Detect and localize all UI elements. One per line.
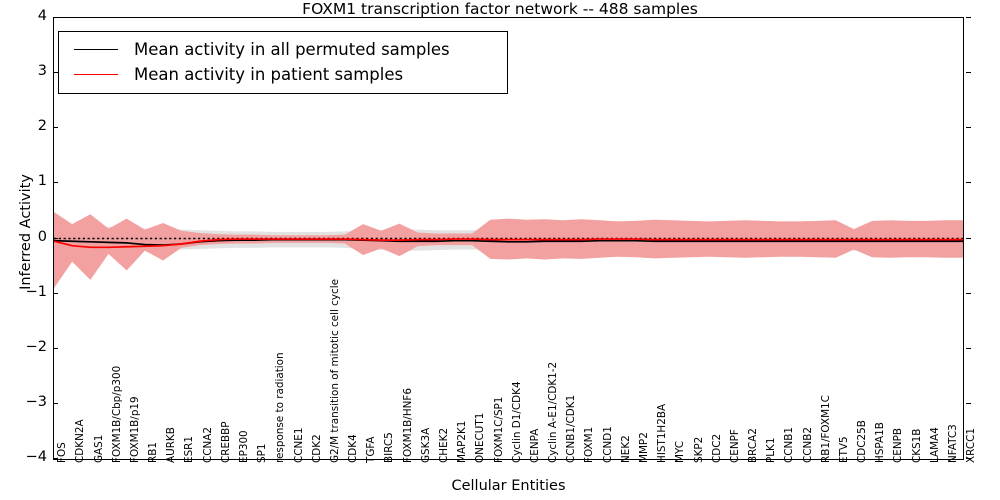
x-tick-label: CENPF [728,429,741,463]
legend-entry-permuted: Mean activity in all permuted samples [70,37,496,62]
y-tick-mark [53,127,58,129]
y-tick-mark [966,458,971,459]
x-tick-label: CKS1B [910,428,923,463]
x-tick-label: RB1/FOXM1C [819,395,832,463]
chart-legend: Mean activity in all permuted samples Me… [58,31,508,94]
x-tick-label: G2/M transition of mitotic cell cycle [328,278,341,463]
y-tick-label: 3 [37,63,47,80]
x-tick-label: MYC [674,441,687,463]
x-tick-label: CCNB2 [801,426,814,463]
x-tick-label: CCNA2 [201,426,214,463]
x-tick-label: Cyclin D1/CDK4 [510,381,523,463]
y-tick-mark [966,182,971,184]
plot-area [53,17,964,460]
x-tick-label: BIRC5 [383,432,396,463]
x-tick-label: NEK2 [619,435,632,463]
x-tick-label: MMP2 [637,432,650,463]
y-tick-mark [53,72,58,74]
x-tick-label: AURKB [165,427,178,463]
x-tick-label: GSK3A [419,427,432,463]
y-tick-label: −2 [25,338,47,355]
x-tick-label: SKP2 [692,436,705,463]
y-tick-mark [53,237,58,239]
x-tick-label: PLK1 [765,437,778,463]
y-axis-label: Inferred Activity [18,174,34,290]
x-tick-label: FOXM1B/HNF6 [401,388,414,463]
x-tick-label: HSPA1B [874,422,887,463]
x-axis-label: Cellular Entities [451,478,566,494]
x-tick-label: FOXM1C/SP1 [492,396,505,463]
legend-label-patient: Mean activity in patient samples [134,65,404,84]
x-tick-label: CDC2 [710,433,723,463]
legend-label-permuted: Mean activity in all permuted samples [134,40,450,59]
x-tick-label: CCNB1/CDK1 [565,394,578,463]
y-tick-mark [966,237,971,239]
y-tick-label: 2 [37,118,47,135]
x-tick-label: FOXM1B/p19 [128,396,141,463]
x-tick-label: MAP2K1 [456,420,469,463]
x-tick-label: CENPA [528,428,541,463]
x-tick-label: SP1 [256,443,269,463]
x-tick-label: CREBBP [219,421,232,463]
y-tick-mark [966,402,971,404]
x-tick-label: CCND1 [601,426,614,463]
legend-swatch-permuted [74,49,118,50]
x-tick-label: CENPB [892,428,905,463]
x-tick-label: RB1 [147,442,160,463]
x-tick-label: ETV5 [837,436,850,463]
x-tick-label: TGFA [365,436,378,463]
y-tick-label: −4 [25,449,47,465]
plot-svg [54,212,963,289]
legend-entry-patient: Mean activity in patient samples [70,62,496,87]
y-tick-mark [53,458,58,459]
y-tick-mark [53,347,58,349]
x-tick-label: CDKN2A [74,419,87,463]
y-tick-mark [966,17,971,18]
y-tick-mark [53,292,58,294]
x-tick-label: CDK2 [310,434,323,463]
y-tick-label: 4 [37,8,47,24]
y-tick-mark [966,72,971,74]
y-tick-mark [53,17,58,18]
y-tick-label: 0 [37,228,47,245]
legend-swatch-patient [74,74,118,75]
x-tick-label: CHEK2 [437,427,450,463]
y-tick-mark [53,182,58,184]
band-patient [54,212,963,289]
x-tick-label: CDC25B [856,420,869,463]
x-tick-label: HIST1H2BA [656,403,669,463]
x-tick-label: FOXM1B/Cbp/p300 [110,365,123,463]
x-tick-label: Cyclin A-E1/CDK1-2 [547,361,560,463]
x-tick-label: FOS [56,442,69,463]
x-tick-label: NFATC3 [947,424,960,463]
y-tick-mark [53,402,58,404]
y-tick-mark [966,347,971,349]
x-tick-label: EP300 [238,430,250,463]
x-tick-label: FOXM1 [583,426,596,463]
y-tick-mark [966,292,971,294]
chart-title: FOXM1 transcription factor network -- 48… [302,0,698,18]
x-tick-label: CDK4 [347,434,360,463]
patient-samples-spread [54,212,963,289]
line-patient-mean [54,238,963,249]
y-tick-label: −1 [25,283,47,300]
y-tick-mark [966,127,971,129]
x-tick-label: XRCC1 [965,428,978,463]
x-tick-label: CCNE1 [292,427,305,463]
y-tick-label: −3 [25,393,47,410]
x-tick-label: ONECUT1 [474,412,487,463]
x-tick-label: GAS1 [92,434,105,463]
x-tick-label: LAMA4 [928,427,941,463]
x-tick-label: BRCA2 [747,428,760,463]
x-tick-label: response to radiation [274,352,287,463]
x-tick-label: ESR1 [183,436,196,463]
x-tick-label: CCNB1 [783,426,796,463]
y-tick-label: 1 [37,173,47,190]
